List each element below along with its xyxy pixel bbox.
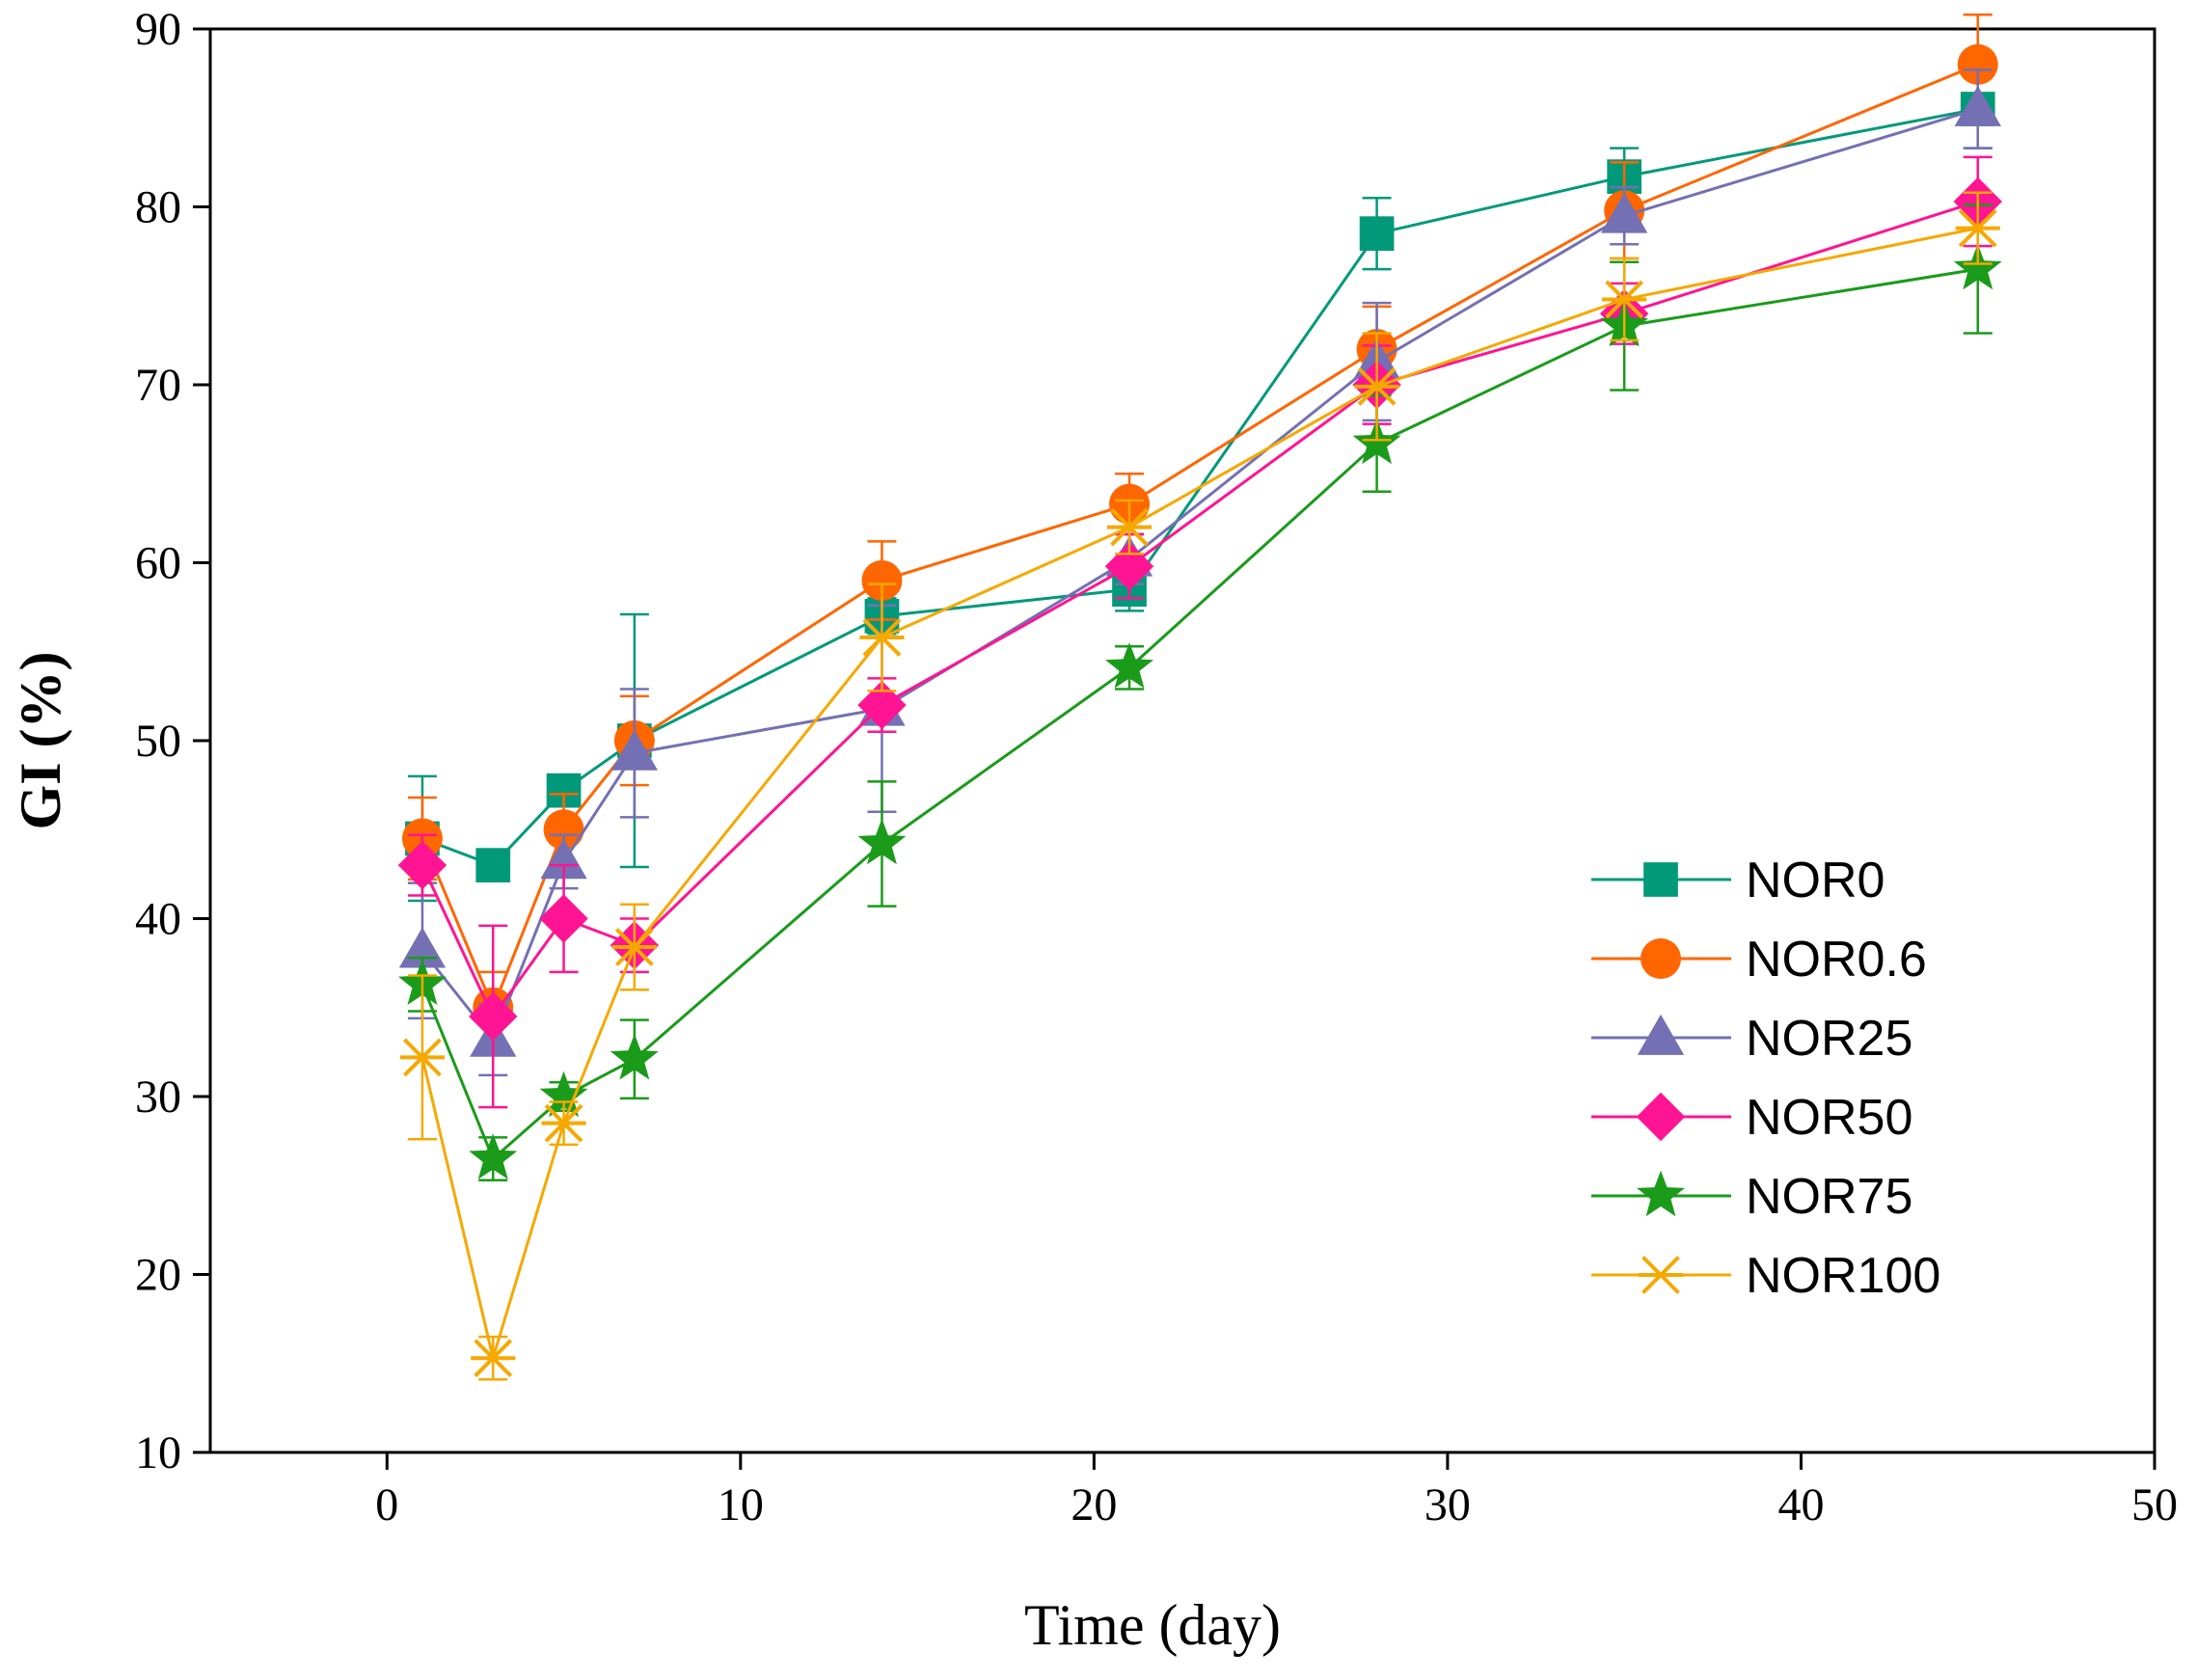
data-point: [540, 838, 587, 880]
data-point: [1955, 208, 2000, 248]
series-nor25: [398, 68, 2001, 1077]
data-point: [543, 809, 584, 851]
data-point: [1105, 642, 1153, 689]
legend-item: NOR50: [1591, 1090, 1912, 1146]
data-point: [1106, 507, 1153, 547]
data-point: [1602, 280, 1647, 319]
legend-item: NOR25: [1591, 1011, 1912, 1067]
series-line: [420, 63, 1979, 1012]
marker-stroke: [859, 618, 905, 657]
marker-stroke: [611, 928, 657, 966]
data-point: [399, 1038, 446, 1077]
series-nor100: [399, 191, 2000, 1381]
marker-stroke: [1106, 507, 1153, 547]
data-point: [1957, 43, 1998, 85]
y-tick-label: 10: [135, 1427, 181, 1478]
data-point: [1953, 243, 2002, 290]
x-tick-label: 30: [1424, 1479, 1471, 1531]
x-tick-label: 20: [1071, 1479, 1117, 1531]
legend-marker: [1637, 1014, 1685, 1055]
marker-stroke: [1354, 366, 1399, 406]
legend-item: NOR75: [1591, 1169, 1912, 1225]
y-axis-title: GI (%): [9, 652, 72, 830]
legend-marker: [1636, 1092, 1686, 1142]
y-tick-label: 40: [135, 894, 181, 945]
legend-label: NOR50: [1746, 1090, 1912, 1146]
marker-stroke: [1638, 1256, 1684, 1294]
plot-frame: [208, 27, 2156, 1454]
legend-marker: [1637, 1170, 1685, 1217]
marker-stroke: [399, 1038, 446, 1077]
series-line: [420, 267, 1978, 1162]
y-tick-label: 50: [135, 716, 181, 767]
series-line: [420, 200, 1979, 1019]
data-point: [539, 894, 588, 943]
legend-label: NOR0.6: [1746, 932, 1927, 988]
data-point: [469, 1133, 518, 1179]
data-point: [539, 1070, 588, 1118]
x-tick-label: 10: [718, 1479, 764, 1531]
series-line: [420, 107, 1979, 1043]
data-point: [471, 1339, 516, 1378]
data-point: [1601, 192, 1648, 233]
y-tick-label: 80: [135, 182, 181, 233]
y-tick-label: 60: [135, 538, 181, 589]
y-tick-label: 30: [135, 1071, 181, 1123]
legend-label: NOR0: [1746, 853, 1885, 908]
data-point: [861, 559, 903, 601]
data-point: [1954, 85, 2001, 126]
legend-marker: [1638, 1256, 1684, 1294]
x-tick-label: 40: [1777, 1479, 1824, 1531]
legend: NOR0 NOR0.6 NOR25 NOR50 NOR75 NOR100: [1591, 853, 1940, 1304]
y-tick-label: 90: [135, 4, 181, 55]
data-point: [611, 928, 657, 966]
data-point: [1359, 216, 1395, 252]
data-point: [1104, 541, 1154, 591]
data-point: [475, 848, 511, 882]
data-point: [541, 1103, 586, 1143]
legend-label: NOR25: [1746, 1011, 1912, 1067]
data-point: [610, 729, 659, 771]
legend-item: NOR100: [1591, 1248, 1940, 1304]
data-point: [1354, 366, 1399, 406]
data-point: [857, 818, 907, 865]
legend-item: NOR0.6: [1591, 932, 1927, 988]
legend-item: NOR0: [1591, 853, 1885, 908]
legend-marker: [1643, 862, 1678, 897]
x-axis-title: Time (day): [1024, 1593, 1281, 1657]
marker-stroke: [1602, 280, 1647, 319]
legend-label: NOR100: [1746, 1248, 1940, 1304]
x-tick-label: 0: [375, 1479, 398, 1531]
marker-stroke: [471, 1339, 516, 1378]
series-line: [420, 227, 1978, 1364]
legend-label: NOR75: [1746, 1169, 1912, 1225]
data-point: [397, 840, 448, 890]
legend-marker: [1641, 938, 1681, 979]
marker-stroke: [541, 1103, 586, 1143]
marker-stroke: [1955, 208, 2000, 248]
y-tick-label: 70: [135, 360, 181, 411]
data-point: [859, 618, 905, 657]
y-tick-label: 20: [135, 1250, 181, 1301]
x-tick-label: 50: [2131, 1479, 2178, 1531]
data-point: [469, 991, 518, 1042]
data-point: [857, 680, 907, 730]
data-point: [610, 1034, 659, 1080]
